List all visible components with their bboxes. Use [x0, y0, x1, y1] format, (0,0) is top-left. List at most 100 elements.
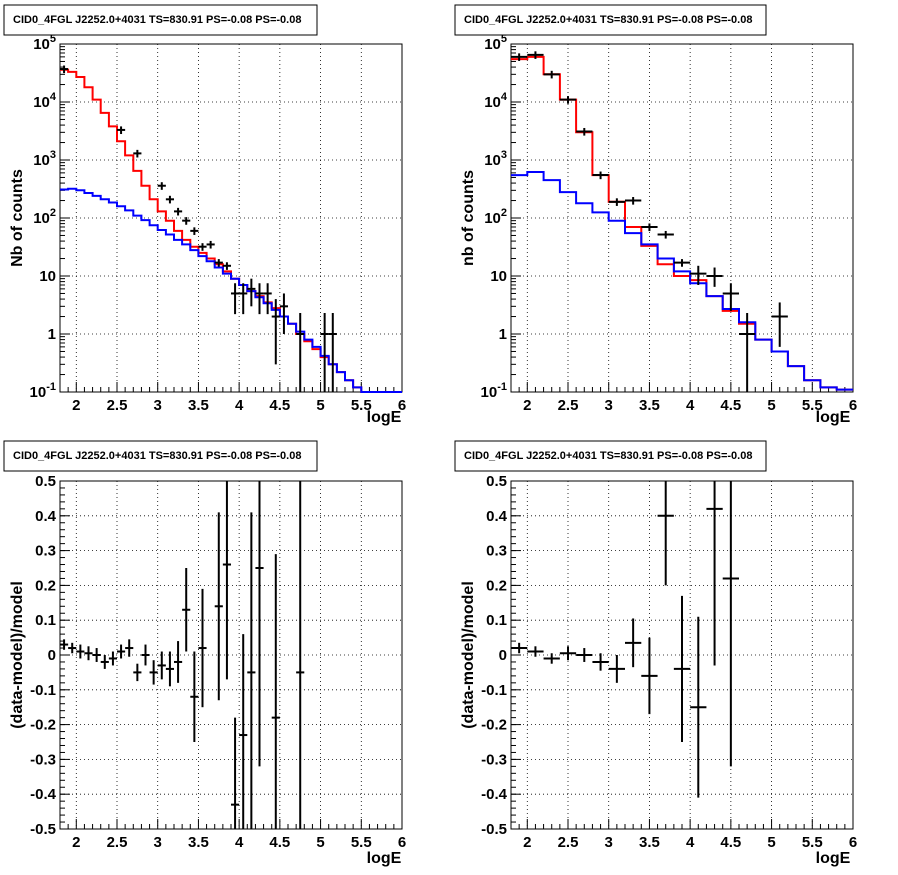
- data-point: [174, 641, 183, 683]
- data-point: [722, 283, 739, 311]
- data-point: [239, 634, 248, 829]
- data-point: [165, 195, 174, 204]
- y-tick-label: 0.3: [35, 543, 56, 560]
- data-point: [247, 512, 256, 829]
- data-point: [592, 653, 609, 671]
- x-tick-label: 4: [235, 834, 244, 851]
- x-axis-label: logE: [816, 850, 851, 867]
- x-tick-label: 5.5: [802, 397, 823, 414]
- data-point: [511, 642, 528, 654]
- x-tick-label: 5.5: [351, 834, 372, 851]
- data-point: [673, 595, 691, 742]
- data-point: [543, 70, 560, 79]
- y-tick-label: -0.3: [481, 751, 507, 768]
- data-point: [157, 182, 166, 190]
- title-box: [3, 440, 318, 472]
- x-tick-label: 6: [849, 397, 857, 414]
- x-tick-label: 4.5: [269, 397, 290, 414]
- y-tick-label: 0: [499, 647, 507, 664]
- x-tick-label: 4: [686, 834, 695, 851]
- data-point: [328, 313, 337, 392]
- x-tick-label: 3: [154, 397, 162, 414]
- x-tick-label: 5: [316, 397, 324, 414]
- data-point: [141, 644, 150, 666]
- y-tick-label: -0.4: [30, 786, 57, 803]
- y-tick-label: 105: [484, 33, 507, 53]
- chart-title: CID0_4FGL J2252.0+4031 TS=830.91 PS=-0.0…: [464, 14, 752, 26]
- x-tick-label: 2: [72, 834, 80, 851]
- x-tick-label: 5: [767, 834, 775, 851]
- data-point: [739, 313, 756, 392]
- data-point: [320, 313, 329, 392]
- data-point: [190, 651, 199, 742]
- y-tick-label: 104: [33, 91, 57, 111]
- data-point: [198, 588, 207, 708]
- x-axis-label: logE: [367, 850, 402, 867]
- x-tick-label: 4.5: [720, 397, 741, 414]
- y-tick-label: -0.1: [30, 682, 56, 699]
- data-point: [60, 65, 69, 74]
- x-tick-label: 3: [154, 834, 162, 851]
- data-point: [625, 197, 642, 205]
- x-tick-label: 6: [398, 834, 406, 851]
- data-point: [592, 171, 609, 180]
- y-axis-label: Nb of counts: [9, 169, 26, 267]
- x-axis-label: logE: [816, 409, 851, 426]
- y-tick-label: 10-1: [30, 381, 56, 401]
- y-tick-label: 0: [48, 647, 56, 664]
- model-background-histogram: [511, 171, 853, 391]
- x-tick-label: 2.5: [558, 397, 579, 414]
- data-point: [149, 660, 158, 685]
- data-point: [190, 227, 199, 235]
- y-tick-label: 0.2: [486, 577, 507, 594]
- data-point: [125, 639, 134, 657]
- data-point: [657, 230, 674, 239]
- y-tick-label: 102: [33, 207, 56, 227]
- y-tick-label: 0.1: [486, 612, 507, 629]
- x-tick-label: 2.5: [558, 834, 579, 851]
- y-tick-label: 105: [33, 33, 56, 53]
- chart-title: CID0_4FGL J2252.0+4031 TS=830.91 PS=-0.0…: [464, 450, 752, 462]
- x-tick-label: 5.5: [802, 834, 823, 851]
- y-tick-label: 0.1: [35, 612, 56, 629]
- chart-panel-4: 2 2.5 3 3.5 4 4.5 5 5.5 6 -0.5 -0.4 -0.3 -0.2 -0.1 0 0.…: [454, 440, 857, 867]
- data-point: [271, 554, 280, 829]
- data-point: [222, 481, 231, 680]
- x-tick-label: 3: [605, 397, 613, 414]
- x-tick-label: 4: [235, 397, 244, 414]
- data-point: [706, 267, 723, 287]
- y-tick-label: 103: [33, 149, 56, 169]
- data-point: [527, 51, 544, 59]
- data-point: [133, 149, 142, 158]
- data-point: [117, 644, 126, 659]
- data-point: [263, 283, 272, 315]
- data-point: [608, 198, 625, 206]
- y-tick-label: -0.3: [30, 751, 56, 768]
- data-point: [641, 637, 658, 715]
- data-point: [239, 283, 248, 315]
- plot-frame: [59, 43, 403, 393]
- data-point: [60, 639, 69, 650]
- y-tick-label: 1: [499, 326, 507, 343]
- y-tick-label: 103: [484, 149, 507, 169]
- x-tick-label: 2.5: [107, 834, 128, 851]
- data-point: [559, 646, 577, 661]
- x-tick-label: 2.5: [107, 397, 128, 414]
- data-point: [198, 243, 207, 251]
- data-point: [543, 653, 560, 664]
- x-tick-label: 3.5: [188, 834, 209, 851]
- x-tick-label: 4.5: [720, 834, 741, 851]
- data-point: [559, 96, 577, 104]
- x-tick-label: 3.5: [188, 397, 209, 414]
- data-point: [296, 313, 305, 392]
- x-tick-label: 3.5: [639, 834, 660, 851]
- x-tick-label: 2: [523, 834, 531, 851]
- y-tick-label: 0.4: [486, 508, 508, 525]
- model-background-histogram: [60, 187, 402, 393]
- data-point: [182, 217, 191, 225]
- y-tick-label: 0.5: [486, 473, 507, 490]
- data-point: [706, 481, 723, 666]
- y-tick-label: 104: [484, 91, 508, 111]
- y-tick-label: 0.2: [35, 577, 56, 594]
- data-point: [576, 648, 593, 662]
